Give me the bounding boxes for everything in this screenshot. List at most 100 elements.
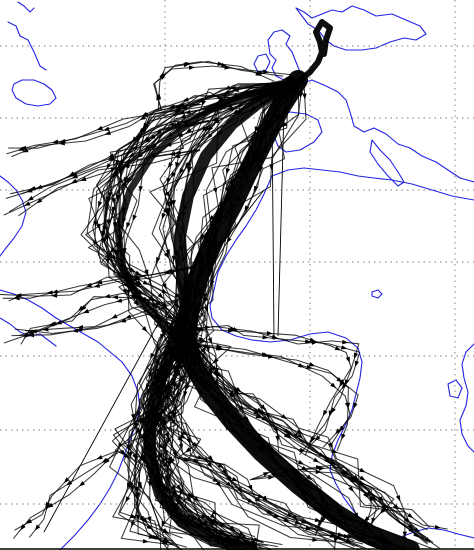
track-arrow-marker xyxy=(161,288,168,294)
track-arrow-marker xyxy=(139,115,147,121)
track-arrow-marker xyxy=(166,268,173,273)
track-arrow-marker xyxy=(202,293,208,300)
track-arrow-marker xyxy=(237,487,242,494)
track-arrow-marker xyxy=(232,541,239,546)
track-arrow-marker xyxy=(154,368,159,375)
track-arrow-marker xyxy=(176,330,183,337)
track-arrow-marker xyxy=(182,330,188,337)
track-arrow-marker xyxy=(246,541,253,546)
track-arrow-marker xyxy=(121,274,128,280)
track-arrow-marker xyxy=(364,521,369,529)
track-arrow-marker xyxy=(225,168,230,175)
track-arrow-marker xyxy=(160,333,165,341)
track-arrow-marker xyxy=(213,187,218,194)
track-arrow-marker xyxy=(164,474,169,481)
track-arrow-marker xyxy=(216,105,221,112)
track-arrow-marker xyxy=(110,254,116,262)
coastline-greenland xyxy=(7,21,47,71)
track-arrow-marker xyxy=(272,472,279,477)
track-arrow-marker xyxy=(207,133,213,140)
track-arrow-marker xyxy=(294,484,301,491)
track-arrow-marker xyxy=(242,415,248,422)
track-arrow-marker xyxy=(196,292,202,299)
track-arrow-marker xyxy=(174,302,180,309)
track-arrow-marker xyxy=(197,522,204,529)
track-arrow-marker xyxy=(25,518,33,524)
track-arrow-marker xyxy=(170,504,176,511)
track-arrow-marker xyxy=(163,388,168,395)
track-arrow-marker xyxy=(313,457,320,463)
coastline-north-america xyxy=(0,175,27,257)
track-arrow-marker xyxy=(215,240,222,247)
track-arrow-marker xyxy=(304,339,312,344)
track-arrow-marker xyxy=(224,85,231,90)
track-arrow-marker xyxy=(36,198,43,204)
track-arrow-marker xyxy=(78,305,85,312)
track-arrow-marker xyxy=(230,413,237,420)
track-arrow-marker xyxy=(237,110,242,117)
track-arrow-marker xyxy=(297,363,305,368)
track-arrow-marker xyxy=(199,256,204,264)
track-arrow-marker xyxy=(82,308,90,314)
track-arrow-marker xyxy=(133,493,139,500)
track-arrow-marker xyxy=(20,524,26,531)
track-arrow-marker xyxy=(128,452,133,459)
track-arrow-marker xyxy=(193,307,198,314)
track-arrow-marker xyxy=(293,85,298,92)
ship-track-excursion xyxy=(3,149,201,216)
track-arrow-marker xyxy=(168,416,175,421)
track-arrow-marker xyxy=(272,83,279,88)
track-arrow-marker xyxy=(213,379,220,386)
track-arrow-marker xyxy=(147,455,152,462)
track-arrow-marker xyxy=(174,121,181,127)
track-arrow-marker xyxy=(273,513,281,519)
track-arrow-marker xyxy=(226,475,232,482)
track-arrow-marker xyxy=(176,364,182,372)
track-arrow-marker xyxy=(311,340,318,345)
track-arrow-marker xyxy=(256,407,264,413)
track-arrow-marker xyxy=(252,542,258,550)
track-arrow-marker xyxy=(222,196,229,203)
track-arrow-marker xyxy=(251,131,258,137)
coastline-italy xyxy=(369,139,405,187)
track-arrow-marker xyxy=(124,159,131,164)
track-arrow-marker xyxy=(26,188,33,193)
track-arrow-marker xyxy=(156,320,161,327)
track-arrow-marker xyxy=(134,486,139,493)
coastline-iceland xyxy=(11,79,57,107)
track-arrow-marker xyxy=(218,212,224,219)
track-arrow-marker xyxy=(253,409,260,416)
track-arrow-marker xyxy=(275,435,280,442)
track-arrow-marker xyxy=(15,293,22,298)
track-arrow-marker xyxy=(96,223,101,230)
track-arrow-marker xyxy=(174,369,181,376)
track-arrow-marker xyxy=(229,202,234,210)
track-arrow-marker xyxy=(298,91,304,99)
track-arrow-marker xyxy=(207,337,212,344)
track-arrow-marker xyxy=(131,136,138,143)
track-arrow-marker xyxy=(180,120,187,125)
track-arrow-marker xyxy=(149,296,156,302)
track-arrow-marker xyxy=(434,524,441,530)
track-arrow-marker xyxy=(179,489,184,496)
track-arrow-marker xyxy=(280,85,288,92)
track-arrow-marker xyxy=(172,382,177,389)
track-arrow-marker xyxy=(178,103,185,108)
track-arrow-marker xyxy=(249,136,257,141)
track-arrow-marker xyxy=(210,220,215,227)
track-arrow-marker xyxy=(179,246,184,253)
track-arrow-marker xyxy=(211,241,216,248)
track-arrow-marker xyxy=(265,412,270,420)
track-arrow-marker xyxy=(334,346,342,351)
track-arrow-marker xyxy=(219,202,224,209)
track-arrow-marker xyxy=(203,296,209,304)
track-arrow-marker xyxy=(187,492,194,497)
track-arrow-marker xyxy=(149,411,154,418)
track-arrow-marker xyxy=(193,496,199,503)
track-arrow-marker xyxy=(239,166,244,174)
track-arrow-marker xyxy=(286,512,294,517)
ship-track-excursion xyxy=(192,344,351,444)
track-arrow-marker xyxy=(395,495,401,502)
track-arrow-marker xyxy=(105,258,110,265)
